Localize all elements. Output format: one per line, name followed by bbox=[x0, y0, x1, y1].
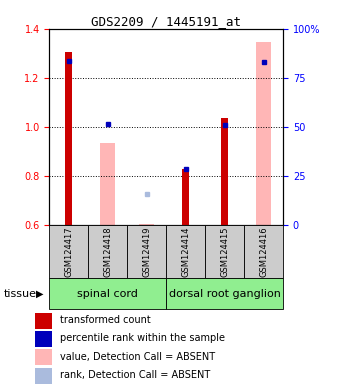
Bar bbox=[244, 225, 283, 278]
Bar bbox=[221, 118, 228, 225]
Text: transformed count: transformed count bbox=[60, 315, 151, 325]
Text: tissue: tissue bbox=[3, 289, 36, 299]
Bar bbox=[35, 367, 53, 384]
Text: rank, Detection Call = ABSENT: rank, Detection Call = ABSENT bbox=[60, 370, 210, 380]
Text: ▶: ▶ bbox=[36, 289, 43, 299]
Text: spinal cord: spinal cord bbox=[77, 289, 138, 299]
Bar bbox=[101, 142, 115, 225]
Bar bbox=[49, 278, 166, 309]
Text: GSM124419: GSM124419 bbox=[142, 226, 151, 277]
Text: value, Detection Call = ABSENT: value, Detection Call = ABSENT bbox=[60, 352, 215, 362]
Bar bbox=[127, 225, 166, 278]
Text: GSM124416: GSM124416 bbox=[259, 226, 268, 277]
Bar bbox=[205, 225, 244, 278]
Bar bbox=[166, 278, 283, 309]
Text: GSM124418: GSM124418 bbox=[103, 226, 112, 277]
Text: percentile rank within the sample: percentile rank within the sample bbox=[60, 333, 225, 343]
Bar bbox=[35, 331, 53, 347]
Bar bbox=[65, 52, 72, 225]
Bar bbox=[35, 313, 53, 329]
Text: GSM124417: GSM124417 bbox=[64, 226, 73, 277]
Bar bbox=[88, 225, 127, 278]
Title: GDS2209 / 1445191_at: GDS2209 / 1445191_at bbox=[91, 15, 241, 28]
Text: dorsal root ganglion: dorsal root ganglion bbox=[169, 289, 281, 299]
Bar bbox=[35, 349, 53, 366]
Text: GSM124414: GSM124414 bbox=[181, 226, 190, 277]
Bar bbox=[166, 225, 205, 278]
Bar bbox=[139, 224, 154, 225]
Bar bbox=[49, 225, 88, 278]
Text: GSM124415: GSM124415 bbox=[220, 226, 229, 277]
Bar bbox=[256, 42, 271, 225]
Bar bbox=[182, 169, 189, 225]
